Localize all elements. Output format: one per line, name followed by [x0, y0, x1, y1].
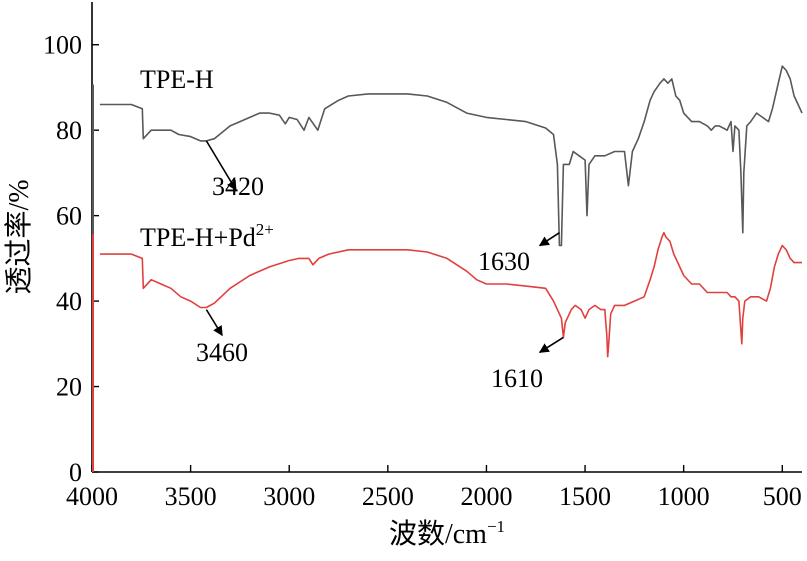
annotation-label: 3420	[212, 172, 264, 201]
annotation-label: 1630	[478, 247, 530, 276]
y-tick-label: 0	[69, 458, 82, 487]
series-line	[99, 65, 803, 247]
x-tick-label: 2500	[362, 482, 414, 511]
series-label: TPE-H	[140, 65, 214, 94]
y-tick-label: 40	[56, 287, 82, 316]
annotation-arrow	[538, 336, 564, 354]
x-tick-label: 3000	[263, 482, 315, 511]
x-tick-label: 1000	[658, 482, 710, 511]
y-tick-label: 60	[56, 202, 82, 231]
annotation-arrow	[205, 140, 237, 191]
series-group	[92, 65, 803, 472]
y-tick-label: 20	[56, 373, 82, 402]
annotation-label: 1610	[491, 364, 543, 393]
label-group: 波数/cm−1 透过率/% TPE-H TPE-H+Pd2+	[3, 65, 505, 550]
annotation-label: 3460	[196, 338, 248, 367]
y-axis-title: 透过率/%	[3, 179, 35, 294]
x-axis-title: 波数/cm−1	[389, 517, 505, 550]
axes-frame: 4000 3500 3000 2500 2000 1500 1000 500 0 20 40 60 80…	[43, 2, 802, 511]
x-tick-label: 500	[763, 482, 802, 511]
y-tick-label: 100	[43, 31, 82, 60]
annotation-arrow	[205, 309, 223, 337]
x-tick-label: 2000	[460, 482, 512, 511]
series-line	[99, 231, 802, 358]
x-tick-label: 4000	[66, 482, 118, 511]
x-tick-label: 1500	[559, 482, 611, 511]
x-tick-label: 3500	[165, 482, 217, 511]
series-label: TPE-H+Pd2+	[140, 220, 274, 252]
annotation-arrow	[538, 232, 560, 247]
y-tick-label: 80	[56, 116, 82, 145]
annotation-group: 3420 1630 3460 1610	[196, 140, 564, 393]
